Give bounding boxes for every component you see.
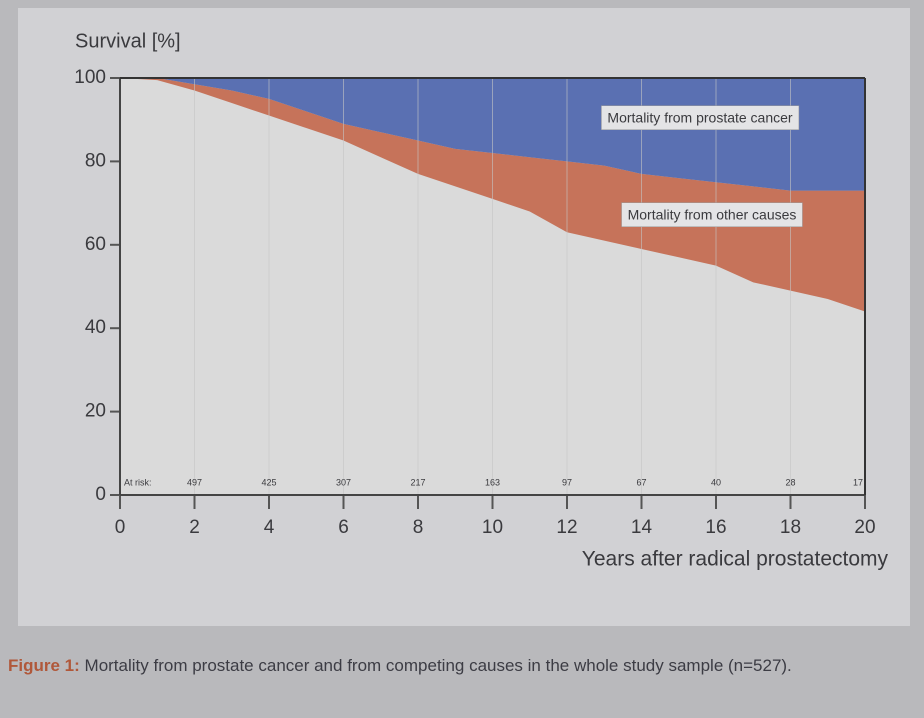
- y-tick-label: 80: [85, 150, 106, 171]
- annotation-box: [621, 202, 803, 227]
- x-tick-label: 0: [115, 517, 126, 538]
- y-tick-label: 0: [95, 484, 106, 505]
- at-risk-count: 40: [711, 477, 721, 487]
- x-tick-label: 12: [556, 517, 577, 538]
- x-tick-label: 16: [705, 517, 726, 538]
- y-tick-label: 20: [85, 401, 106, 422]
- x-tick-label: 8: [413, 517, 424, 538]
- x-tick-label: 18: [780, 517, 801, 538]
- annotation: Mortality from other causes: [628, 207, 797, 223]
- x-tick-label: 6: [338, 517, 349, 538]
- x-axis-label: Years after radical prostatectomy: [582, 548, 889, 571]
- at-risk-count: 97: [562, 477, 572, 487]
- plot: 0 2 4 6 8 10 12 14 16 18 20 0 20 40 60 80 100 At risk: 497…: [74, 67, 875, 538]
- at-risk-count: 67: [636, 477, 646, 487]
- at-risk-count: 163: [485, 477, 500, 487]
- at-risk-count: 17: [853, 477, 863, 487]
- caption-text: Mortality from prostate cancer and from …: [84, 656, 792, 675]
- x-tick-label: 10: [482, 517, 503, 538]
- y-tick-label: 40: [85, 317, 106, 338]
- at-risk-count: 307: [336, 477, 351, 487]
- y-axis-label: Survival [%]: [75, 30, 181, 52]
- at-risk-count: 497: [187, 477, 202, 487]
- x-tick-label: 4: [264, 517, 275, 538]
- x-tick-label: 14: [631, 517, 653, 538]
- at-risk-label: At risk:: [124, 477, 152, 487]
- x-tick-label: 20: [854, 517, 875, 538]
- at-risk-count: 217: [410, 477, 425, 487]
- annotation: Mortality from prostate cancer: [607, 110, 793, 126]
- x-tick-label: 2: [189, 517, 200, 538]
- caption-label: Figure 1:: [8, 656, 80, 675]
- at-risk-count: 28: [785, 477, 795, 487]
- annotation-box: [601, 105, 800, 130]
- at-risk-count: 425: [261, 477, 276, 487]
- y-tick-label: 60: [85, 234, 106, 255]
- y-tick-label: 100: [74, 67, 106, 88]
- chart: Survival [%] Years after radical prostat…: [18, 8, 910, 626]
- caption: Figure 1: Mortality from prostate cancer…: [8, 652, 906, 679]
